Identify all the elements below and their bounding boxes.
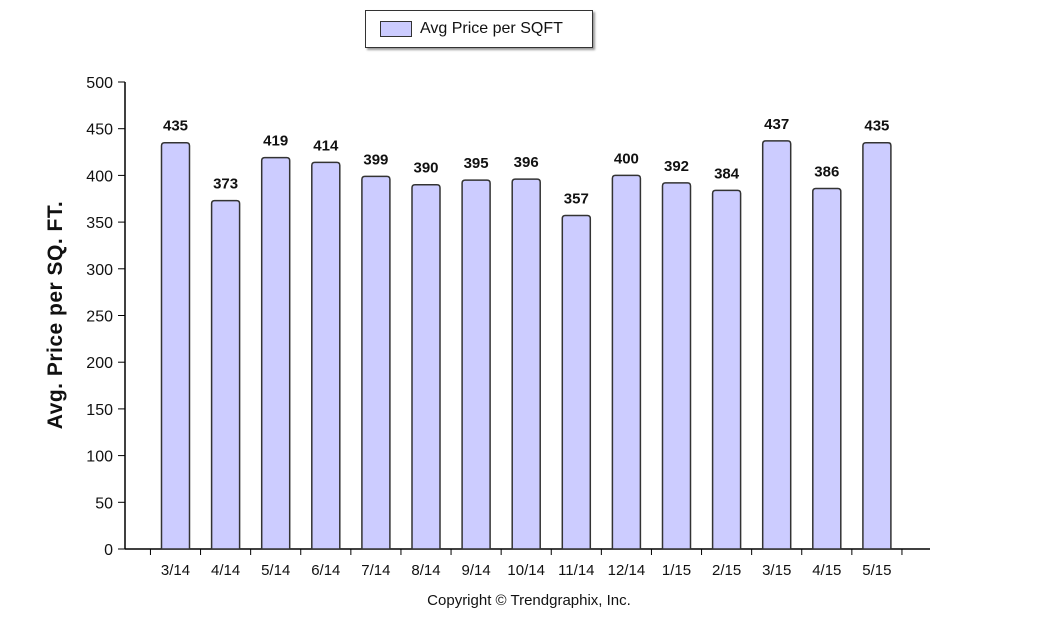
x-tick-label: 5/14 [261,562,290,579]
bar [361,175,391,550]
x-tick-label: 4/15 [812,562,841,579]
x-tick-label: 10/14 [507,562,545,579]
x-tick-label: 7/14 [361,562,390,579]
bar-value-label: 396 [514,154,539,171]
bar [711,189,742,550]
bar-value-label: 357 [564,191,589,208]
bar-value-label: 392 [664,158,689,175]
x-tick-label: 3/14 [161,562,190,579]
bar-value-label: 400 [614,150,639,167]
y-tick-label: 400 [86,168,113,185]
y-tick-label: 250 [86,309,113,326]
x-tick-label: 1/15 [662,562,691,579]
bar [862,141,892,550]
bar [812,187,842,550]
bar [260,156,291,550]
bar-value-label: 419 [263,133,288,150]
x-tick-label: 12/14 [608,562,646,579]
y-tick-label: 100 [86,449,113,466]
bar-value-label: 435 [163,118,188,135]
bar-value-label: 414 [313,137,339,154]
legend-swatch [380,21,412,37]
x-tick-label: 4/14 [211,562,240,579]
bar [160,141,191,550]
bar [611,174,642,550]
bar-value-label: 399 [363,151,388,168]
bar [411,183,441,550]
bar-value-label: 386 [814,163,839,180]
x-tick-label: 2/15 [712,562,741,579]
bar [210,199,241,550]
bar-value-label: 437 [764,116,789,133]
x-tick-label: 5/15 [862,562,891,579]
bar-value-label: 390 [413,160,438,177]
x-tick-label: 6/14 [311,562,340,579]
y-tick-label: 500 [86,75,113,92]
x-tick-label: 9/14 [461,562,490,579]
x-tick-label: 8/14 [411,562,440,579]
x-tick-label: 11/14 [558,562,594,579]
y-tick-label: 450 [86,122,113,139]
bar [761,140,792,550]
bar [511,178,541,550]
y-tick-label: 150 [86,402,113,419]
copyright-text: Copyright © Trendgraphix, Inc. [427,592,631,609]
bar-value-label: 395 [464,155,489,172]
bar-value-label: 373 [213,176,238,193]
y-tick-label: 0 [104,542,113,559]
legend: Avg Price per SQFT [365,10,593,48]
bar [311,161,341,550]
x-tick-label: 3/15 [762,562,791,579]
bar-value-label: 435 [864,118,889,135]
bar [661,182,692,550]
legend-label: Avg Price per SQFT [420,20,563,37]
y-tick-label: 350 [86,215,113,232]
y-tick-label: 50 [95,495,113,512]
bar-value-label: 384 [714,165,740,182]
y-tick-label: 300 [86,262,113,279]
bar [461,179,491,550]
bar [561,214,592,550]
y-tick-label: 200 [86,355,113,372]
